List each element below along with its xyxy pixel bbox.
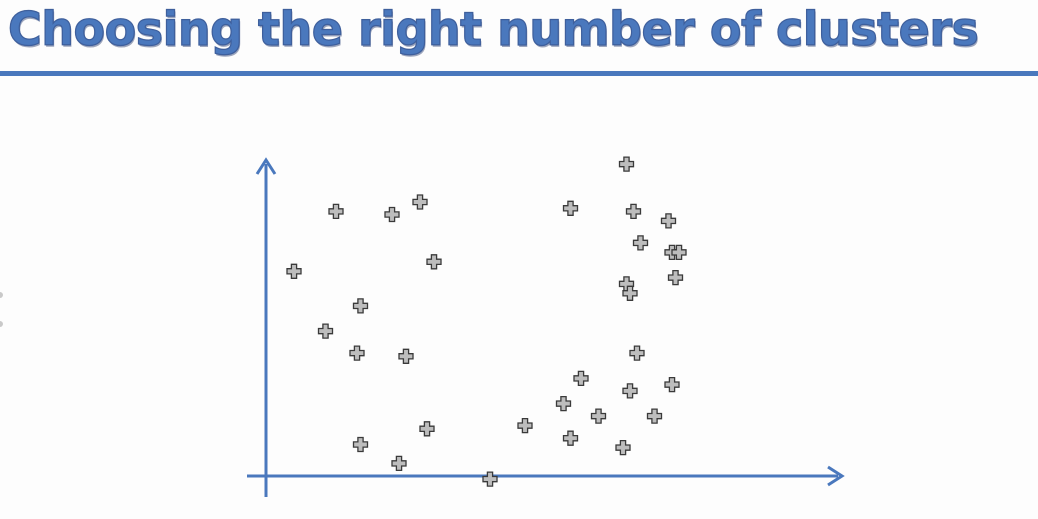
data-points [286, 156, 687, 487]
data-point-plus-marker [629, 345, 645, 361]
data-point-plus-marker [349, 345, 365, 361]
data-point-plus-marker [622, 383, 638, 399]
y-axis-arrowhead [255, 157, 277, 175]
slide-title: Choosing the right number of clusters [7, 1, 979, 56]
edge-marker [0, 321, 3, 327]
data-point-plus-marker [664, 376, 680, 393]
data-point-plus-marker [398, 348, 414, 364]
data-point-plus-marker [573, 370, 589, 387]
data-point-plus-marker [384, 206, 400, 223]
data-point-plus-marker [517, 417, 533, 434]
data-point-plus-marker [618, 156, 635, 172]
data-point-plus-marker [660, 213, 677, 229]
data-point-plus-marker [286, 263, 302, 279]
data-point-plus-marker [317, 323, 334, 339]
data-point-plus-marker [646, 408, 663, 424]
data-point-plus-marker [590, 408, 607, 424]
x-axis-arrowhead [827, 465, 845, 487]
data-point-plus-marker [671, 244, 687, 261]
data-point-plus-marker [625, 203, 642, 220]
data-point-plus-marker [419, 421, 435, 437]
axes [247, 157, 845, 497]
data-point-plus-marker [352, 298, 369, 314]
data-point-plus-marker [412, 194, 428, 210]
data-point-plus-marker [667, 269, 684, 286]
data-point-plus-marker [632, 235, 649, 251]
data-point-plus-marker [426, 254, 442, 270]
data-point-plus-marker [328, 203, 344, 220]
data-point-plus-marker [555, 395, 572, 412]
data-point-plus-marker [562, 200, 579, 216]
data-point-plus-marker [562, 430, 579, 446]
data-point-plus-marker [352, 436, 369, 453]
title-underline [0, 71, 1038, 76]
edge-marker [0, 292, 3, 298]
data-point-plus-marker [615, 439, 631, 456]
data-point-plus-marker [482, 471, 498, 487]
data-point-plus-marker [622, 285, 638, 301]
data-point-plus-marker [391, 455, 407, 472]
